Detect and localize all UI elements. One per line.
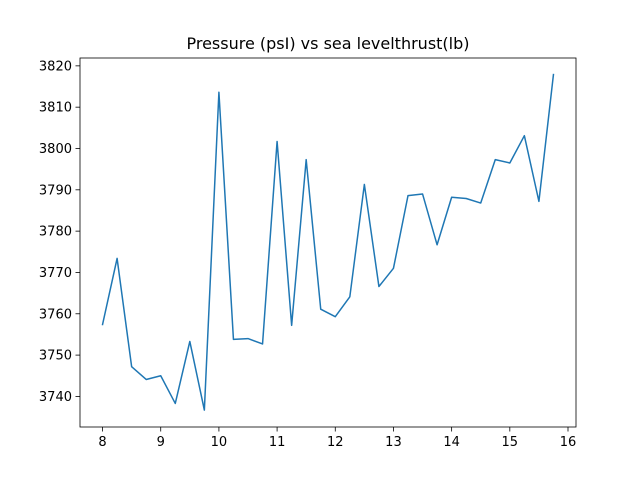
y-tick-label: 3810 bbox=[39, 101, 72, 116]
x-tick-label: 16 bbox=[560, 435, 577, 450]
axes-frame bbox=[79, 57, 577, 428]
y-tick-label: 3790 bbox=[39, 183, 72, 198]
y-tick-label: 3740 bbox=[39, 390, 72, 405]
y-tick-label: 3750 bbox=[39, 349, 72, 364]
x-tick-label: 12 bbox=[327, 435, 344, 450]
series-line-0 bbox=[101, 73, 555, 411]
plot-area: 8 9 10 11 12 13 14 15 16 3740 3750 3760 3770 3780 3790… bbox=[39, 57, 577, 450]
x-tick-label: 10 bbox=[211, 435, 228, 450]
y-tick-label: 3770 bbox=[39, 266, 72, 281]
y-tick-label: 3800 bbox=[39, 142, 72, 157]
x-tick-label: 8 bbox=[98, 435, 106, 450]
x-tick-label: 15 bbox=[502, 435, 519, 450]
x-tick-label: 13 bbox=[385, 435, 402, 450]
y-tick-label: 3820 bbox=[39, 59, 72, 74]
y-tick-label: 3760 bbox=[39, 307, 72, 322]
x-tick-label: 11 bbox=[269, 435, 286, 450]
x-tick-label: 9 bbox=[157, 435, 165, 450]
chart-title: Pressure (psI) vs sea levelthrust(lb) bbox=[186, 34, 469, 53]
x-tick-label: 14 bbox=[443, 435, 460, 450]
y-tick-label: 3780 bbox=[39, 225, 72, 240]
